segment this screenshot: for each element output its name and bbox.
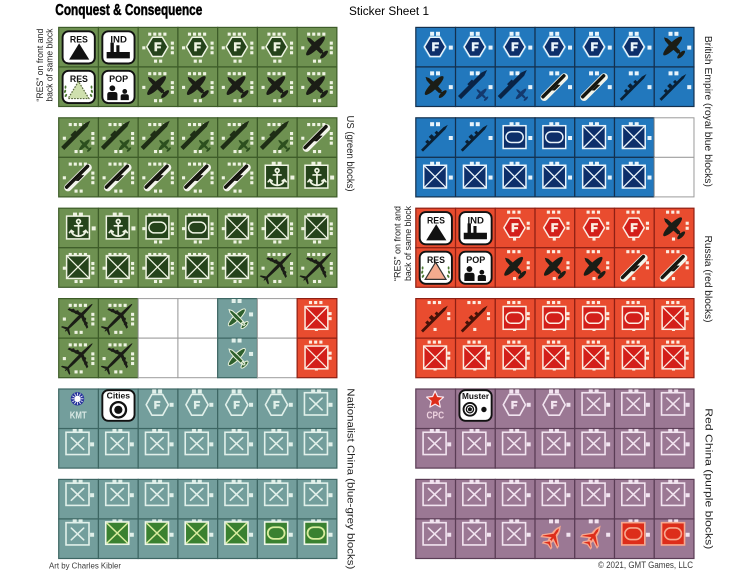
svg-text:Nationalist China (blue-grey b: Nationalist China (blue-grey blocks) xyxy=(345,388,356,569)
svg-text:Conquest & Consequence: Conquest & Consequence xyxy=(55,2,202,19)
svg-text:back of same block: back of same block xyxy=(403,206,413,281)
svg-text:Russia (red blocks): Russia (red blocks) xyxy=(702,236,713,323)
svg-text:© 2021, GMT Games, LLC: © 2021, GMT Games, LLC xyxy=(598,560,693,570)
svg-text:“RES” on front and: “RES” on front and xyxy=(35,29,45,102)
svg-text:Red China (purple blocks): Red China (purple blocks) xyxy=(703,408,714,549)
svg-text:British Empire (royal blue blo: British Empire (royal blue blocks) xyxy=(702,36,713,187)
svg-text:Sticker Sheet 1: Sticker Sheet 1 xyxy=(349,6,429,18)
svg-text:back of same block: back of same block xyxy=(45,28,55,101)
svg-text:US (green blocks): US (green blocks) xyxy=(344,116,355,192)
svg-text:“RES” on front and: “RES” on front and xyxy=(393,206,403,281)
svg-text:Art by Charles Kibler: Art by Charles Kibler xyxy=(49,561,121,571)
